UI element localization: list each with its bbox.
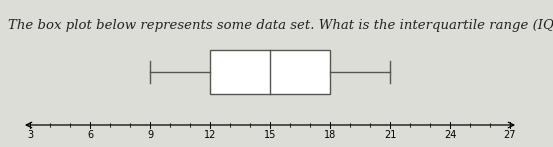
Text: 3: 3 — [27, 130, 33, 140]
Text: 24: 24 — [444, 130, 456, 140]
Text: 21: 21 — [384, 130, 396, 140]
Text: 9: 9 — [147, 130, 153, 140]
Text: 15: 15 — [264, 130, 276, 140]
Text: The box plot below represents some data set. What is the interquartile range (IQ: The box plot below represents some data … — [8, 19, 553, 32]
Text: 27: 27 — [504, 130, 517, 140]
Text: 18: 18 — [324, 130, 336, 140]
Bar — [210, 50, 330, 94]
Text: 6: 6 — [87, 130, 93, 140]
Text: 12: 12 — [204, 130, 216, 140]
